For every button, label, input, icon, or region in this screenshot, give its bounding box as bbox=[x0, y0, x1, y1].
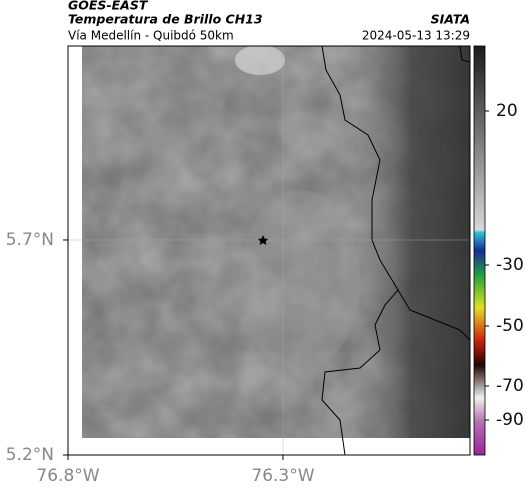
colorbar-ticks: 20 -30 -50 -70 -90 bbox=[485, 101, 524, 430]
agency: SIATA bbox=[431, 12, 470, 27]
location-marker bbox=[258, 235, 268, 245]
source: GOES-EAST bbox=[68, 0, 149, 13]
colorbar-tick-label: 20 bbox=[496, 101, 518, 121]
colorbar-tick-label: -90 bbox=[496, 410, 524, 430]
y-tick-label: 5.2°N bbox=[6, 445, 54, 465]
colorbar-tick-label: -50 bbox=[496, 316, 524, 336]
colorbar-tick-label: -70 bbox=[496, 376, 524, 396]
x-tick-label: 76.8°W bbox=[36, 466, 99, 486]
colorbar bbox=[473, 45, 486, 456]
timestamp: 2024-05-13 13:29 bbox=[362, 29, 470, 43]
satellite-image bbox=[82, 46, 470, 455]
product: Temperatura de Brillo CH13 bbox=[68, 12, 263, 27]
y-tick-label: 5.7°N bbox=[6, 230, 54, 250]
route: Vía Medellín - Quibdó 50km bbox=[68, 29, 234, 43]
x-tick-label: 76.3°W bbox=[251, 466, 314, 486]
colorbar-tick-label: -30 bbox=[496, 255, 524, 275]
map-frame bbox=[67, 45, 471, 456]
